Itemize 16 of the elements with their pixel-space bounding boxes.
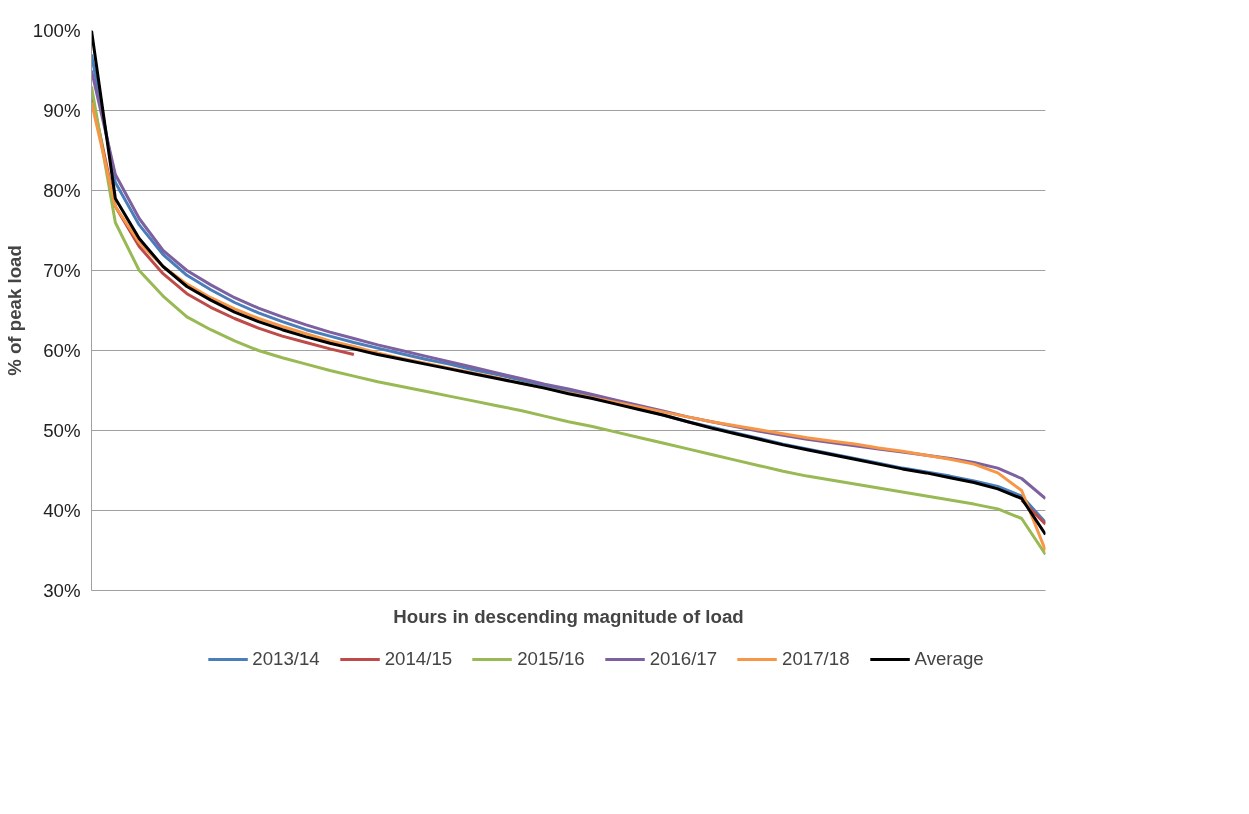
legend-label: 2016/17 bbox=[649, 648, 718, 670]
legend-label: 2015/16 bbox=[517, 648, 585, 670]
legend-label: Average bbox=[914, 648, 984, 670]
y-tick-label: 30% bbox=[43, 580, 81, 601]
legend-label: 2017/18 bbox=[782, 648, 850, 670]
y-tick-label: 70% bbox=[43, 260, 81, 281]
y-tick-label: 80% bbox=[43, 180, 81, 201]
legend-label: 2014/15 bbox=[384, 648, 453, 670]
y-tick-label: 40% bbox=[43, 500, 81, 521]
y-tick-label: 60% bbox=[43, 340, 81, 361]
y-tick-label: 100% bbox=[32, 20, 81, 41]
x-axis-title: Hours in descending magnitude of load bbox=[393, 605, 744, 627]
y-tick-label: 90% bbox=[43, 100, 81, 121]
y-axis-title: % of peak load bbox=[3, 245, 25, 376]
y-tick-label: 50% bbox=[43, 420, 81, 441]
legend-label: 2013/14 bbox=[252, 648, 320, 670]
